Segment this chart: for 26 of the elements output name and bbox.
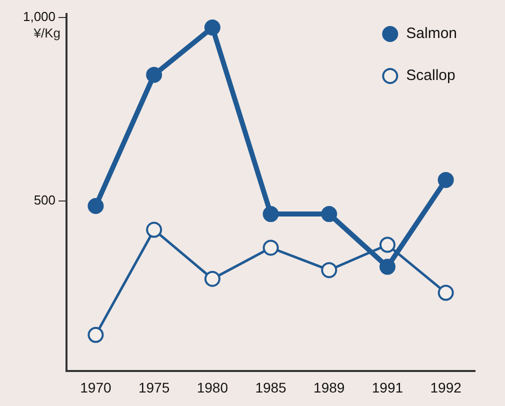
y-tick-label: 500 bbox=[34, 192, 56, 208]
y-tick-label: 1,000 bbox=[22, 9, 56, 24]
y-axis-title: ¥/Kg bbox=[32, 26, 61, 41]
x-tick-label: 1989 bbox=[314, 379, 345, 396]
point bbox=[379, 258, 396, 275]
x-tick-label: 1975 bbox=[138, 379, 170, 396]
point bbox=[438, 284, 454, 301]
x-tick-label: 1985 bbox=[255, 379, 287, 396]
legend-label: Salmon bbox=[406, 25, 457, 42]
point bbox=[146, 222, 162, 238]
point bbox=[321, 206, 338, 222]
point bbox=[321, 262, 338, 278]
point bbox=[438, 172, 454, 188]
x-tick-label: 1970 bbox=[80, 379, 112, 396]
point bbox=[88, 326, 104, 343]
legend-label: Scallop bbox=[406, 67, 456, 84]
point bbox=[146, 66, 162, 83]
point bbox=[262, 206, 279, 222]
point bbox=[204, 270, 220, 287]
x-tick-label: 1992 bbox=[430, 379, 462, 396]
point bbox=[88, 198, 104, 214]
x-tick-label: 1991 bbox=[372, 379, 404, 396]
point bbox=[379, 236, 396, 253]
point bbox=[204, 20, 220, 36]
point bbox=[262, 240, 279, 256]
x-tick-label: 1980 bbox=[196, 379, 228, 396]
